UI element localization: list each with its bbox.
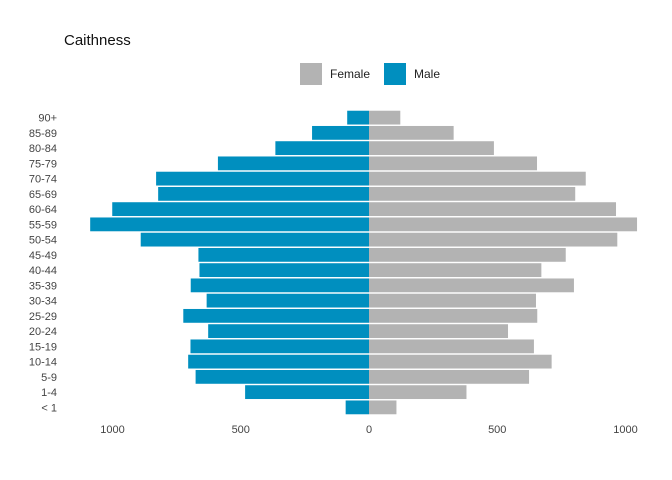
legend: Female Male xyxy=(300,63,454,85)
y-tick-label: 1-4 xyxy=(41,387,57,399)
x-tick-label: 1000 xyxy=(100,424,124,436)
bar-male-55-59 xyxy=(90,217,369,232)
y-tick-label: < 1 xyxy=(41,402,57,414)
bar-female-55-59 xyxy=(369,217,638,232)
y-tick-label: 35-39 xyxy=(29,280,57,292)
bar-male-20-24 xyxy=(208,324,369,339)
bar-male-40-44 xyxy=(199,263,369,278)
y-tick-label: 90+ xyxy=(38,113,57,125)
bar-female-50-54 xyxy=(369,232,618,247)
y-tick-label: 60-64 xyxy=(29,204,57,216)
y-tick-label: 75-79 xyxy=(29,158,57,170)
chart-title: Caithness xyxy=(64,32,131,49)
y-tick-label: 80-84 xyxy=(29,143,57,155)
bar-female-70-74 xyxy=(369,171,586,186)
bar-male-45-49 xyxy=(198,247,369,262)
y-tick-label: 30-34 xyxy=(29,296,57,308)
legend-item-male: Male xyxy=(384,63,440,85)
bar-female-40-44 xyxy=(369,263,542,278)
bar-male-5-9 xyxy=(195,369,369,384)
bar-female-20-24 xyxy=(369,324,509,339)
bar-female-75-79 xyxy=(369,156,538,171)
y-tick-label: 55-59 xyxy=(29,219,57,231)
y-tick-label: 25-29 xyxy=(29,311,57,323)
bar-male-1-4 xyxy=(245,385,369,400)
bar-female-45-49 xyxy=(369,247,566,262)
bar-male-90- xyxy=(347,110,369,125)
bar-female-30-34 xyxy=(369,293,536,308)
bar-male--1 xyxy=(345,400,369,415)
y-tick-label: 20-24 xyxy=(29,326,57,338)
x-tick-label: 0 xyxy=(366,424,372,436)
bar-female-80-84 xyxy=(369,141,494,156)
bar-female-60-64 xyxy=(369,202,617,217)
y-tick-label: 65-69 xyxy=(29,189,57,201)
y-tick-label: 45-49 xyxy=(29,250,57,262)
y-tick-label: 70-74 xyxy=(29,174,57,186)
bar-male-15-19 xyxy=(190,339,369,354)
x-tick-label: 500 xyxy=(232,424,250,436)
bar-male-30-34 xyxy=(206,293,369,308)
bar-female-10-14 xyxy=(369,354,552,369)
bar-female--1 xyxy=(369,400,397,415)
bar-female-90- xyxy=(369,110,401,125)
bar-male-35-39 xyxy=(190,278,369,293)
legend-swatch-female xyxy=(300,63,322,85)
bar-male-80-84 xyxy=(275,141,369,156)
y-tick-label: 15-19 xyxy=(29,341,57,353)
bar-female-85-89 xyxy=(369,125,454,140)
bar-male-70-74 xyxy=(156,171,369,186)
legend-swatch-male xyxy=(384,63,407,85)
bar-male-25-29 xyxy=(183,308,369,323)
y-tick-label: 85-89 xyxy=(29,128,57,140)
y-tick-label: 5-9 xyxy=(41,372,57,384)
bar-male-75-79 xyxy=(217,156,369,171)
legend-label-male: Male xyxy=(414,67,441,81)
legend-label-female: Female xyxy=(330,67,371,81)
bar-female-1-4 xyxy=(369,385,467,400)
bar-male-50-54 xyxy=(140,232,369,247)
bar-male-60-64 xyxy=(112,202,369,217)
bar-female-5-9 xyxy=(369,369,530,384)
bar-female-35-39 xyxy=(369,278,574,293)
bar-female-15-19 xyxy=(369,339,534,354)
y-tick-label: 10-14 xyxy=(29,357,57,369)
bar-male-65-69 xyxy=(158,186,369,201)
bar-male-85-89 xyxy=(312,125,369,140)
x-tick-label: 1000 xyxy=(613,424,637,436)
bar-male-10-14 xyxy=(188,354,369,369)
bar-female-65-69 xyxy=(369,186,576,201)
y-tick-label: 40-44 xyxy=(29,265,57,277)
x-tick-label: 500 xyxy=(488,424,506,436)
bar-female-25-29 xyxy=(369,308,538,323)
legend-item-female: Female xyxy=(300,63,370,85)
y-tick-label: 50-54 xyxy=(29,235,57,247)
